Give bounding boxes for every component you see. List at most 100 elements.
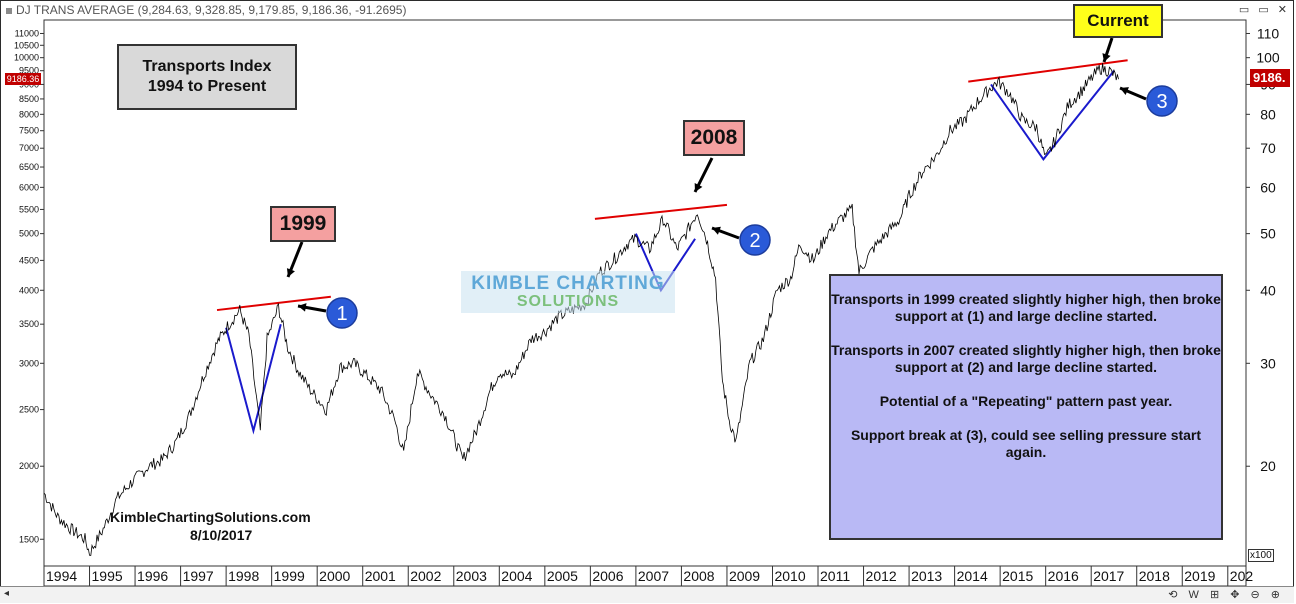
y2-tick-label: 30 bbox=[1260, 355, 1276, 371]
chart-title-box: Transports Index 1994 to Present bbox=[117, 44, 297, 110]
last-price-left-tag: 9186.36 bbox=[5, 73, 41, 85]
scale-multiplier: x100 bbox=[1248, 549, 1274, 562]
y-tick-label: 9500 bbox=[19, 66, 39, 76]
x-tick-label: 2018 bbox=[1139, 568, 1170, 584]
x-tick-label: 2017 bbox=[1093, 568, 1124, 584]
label-2008: 2008 bbox=[683, 120, 745, 156]
y-tick-label: 11000 bbox=[15, 28, 39, 38]
arrow-1999-head bbox=[286, 268, 295, 277]
y2-tick-label: 110 bbox=[1257, 25, 1280, 41]
label-current: Current bbox=[1073, 4, 1163, 38]
y-tick-label: 8000 bbox=[19, 109, 39, 119]
x-tick-label: 2009 bbox=[729, 568, 760, 584]
y-tick-label: 4500 bbox=[19, 255, 39, 265]
marker-circle bbox=[739, 224, 771, 256]
watermark-line1: KIMBLE CHARTING bbox=[471, 273, 665, 294]
y2-tick-label: 70 bbox=[1260, 140, 1276, 156]
x-tick-label: 2011 bbox=[820, 568, 850, 584]
x-tick-label: 1995 bbox=[92, 568, 123, 584]
y2-tick-label: 100 bbox=[1256, 50, 1280, 66]
watermark-line2: SOLUTIONS bbox=[516, 293, 620, 310]
marker-label: 1 bbox=[336, 303, 347, 325]
x-tick-label: 2004 bbox=[501, 568, 532, 584]
watermark-logo: KIMBLE CHARTING SOLUTIONS bbox=[461, 271, 675, 313]
x-tick-label: 2013 bbox=[911, 568, 942, 584]
window-controls[interactable]: ▭ ▭ ✕ bbox=[1238, 4, 1290, 16]
x-tick-label: 2005 bbox=[547, 568, 578, 584]
arrow-2008-head bbox=[694, 183, 703, 192]
title-line1: Transports Index bbox=[142, 58, 272, 75]
marker-label: 3 bbox=[1156, 91, 1167, 113]
support-v-line bbox=[225, 323, 282, 435]
y2-tick-label: 60 bbox=[1260, 179, 1276, 195]
series-color-icon bbox=[6, 7, 12, 14]
x-tick-label: 2001 bbox=[365, 568, 396, 584]
label-1999: 1999 bbox=[270, 206, 336, 242]
y-tick-label: 4000 bbox=[19, 285, 39, 295]
y2-tick-label: 20 bbox=[1260, 458, 1276, 474]
support-v-line bbox=[990, 70, 1115, 161]
title-line2: 1994 to Present bbox=[147, 78, 267, 95]
x-tick-label: 1999 bbox=[274, 568, 305, 584]
y-tick-label: 2500 bbox=[19, 405, 39, 415]
scroll-left-icon[interactable]: ◂ bbox=[4, 588, 10, 599]
x-tick-label: 2007 bbox=[638, 568, 669, 584]
x-tick-label: 1998 bbox=[228, 568, 259, 584]
y-tick-label: 1500 bbox=[19, 534, 39, 544]
marker-label: 2 bbox=[749, 230, 760, 252]
y-tick-label: 3000 bbox=[19, 358, 39, 368]
pattern-markers: 1 2 3 bbox=[326, 85, 1178, 329]
marker-arrow-head bbox=[712, 226, 721, 235]
y2-tick-label: 40 bbox=[1260, 282, 1276, 298]
x-tick-label: 1994 bbox=[46, 568, 77, 584]
resistance-line bbox=[968, 59, 1128, 83]
x-tick-label: 1997 bbox=[183, 568, 214, 584]
chart-date: 8/10/2017 bbox=[190, 527, 253, 543]
commentary-para: Transports in 1999 created slightly high… bbox=[831, 291, 1221, 324]
x-tick-label: 2014 bbox=[957, 568, 988, 584]
commentary-box: Transports in 1999 created slightly high… bbox=[829, 274, 1223, 540]
commentary-para: Support break at (3), could see selling … bbox=[850, 427, 1202, 460]
y-tick-label: 6000 bbox=[19, 182, 39, 192]
x-tick-label: 2019 bbox=[1184, 568, 1215, 584]
last-price-right-tag: 9186. bbox=[1250, 69, 1290, 87]
x-tick-label: 2015 bbox=[1002, 568, 1033, 584]
x-tick-label: 2000 bbox=[319, 568, 350, 584]
site-credit: KimbleChartingSolutions.com bbox=[110, 509, 311, 525]
resistance-line bbox=[594, 203, 728, 220]
y-tick-label: 10500 bbox=[14, 40, 39, 50]
x-tick-label: 202 bbox=[1230, 568, 1254, 584]
y2-tick-label: 50 bbox=[1260, 226, 1276, 242]
x-tick-label: 1996 bbox=[137, 568, 168, 584]
x-tick-label: 2016 bbox=[1048, 568, 1079, 584]
horizontal-scrollbar[interactable]: ◂ ⟲ W ⊞ ✥ ⊖ ⊕ bbox=[0, 586, 1294, 603]
x-tick-label: 2003 bbox=[456, 568, 487, 584]
y-tick-label: 6500 bbox=[19, 162, 39, 172]
y-tick-label: 8500 bbox=[19, 94, 39, 104]
y2-tick-label: 80 bbox=[1260, 106, 1276, 122]
commentary-para: Potential of a "Repeating" pattern past … bbox=[879, 393, 1173, 409]
x-tick-label: 2008 bbox=[683, 568, 714, 584]
y-tick-label: 7000 bbox=[19, 143, 39, 153]
x-tick-label: 2010 bbox=[774, 568, 805, 584]
y-tick-label: 2000 bbox=[19, 461, 39, 471]
chart-title: DJ TRANS AVERAGE (9,284.63, 9,328.85, 9,… bbox=[16, 3, 407, 17]
y-tick-label: 7500 bbox=[19, 126, 39, 136]
arrow-current-head bbox=[1102, 53, 1111, 62]
chart-toolbar[interactable]: ⟲ W ⊞ ✥ ⊖ ⊕ bbox=[1168, 589, 1284, 601]
marker-arrow-head bbox=[1120, 87, 1129, 96]
commentary-para: Transports in 2007 created slightly high… bbox=[831, 342, 1221, 375]
marker-circle bbox=[1146, 85, 1178, 117]
y-tick-label: 10000 bbox=[14, 53, 39, 63]
resistance-line bbox=[216, 295, 331, 312]
marker-arrow-head bbox=[298, 303, 307, 312]
x-tick-label: 2012 bbox=[866, 568, 897, 584]
y-tick-label: 5500 bbox=[19, 204, 39, 214]
y-tick-label: 5000 bbox=[19, 229, 39, 239]
x-tick-label: 2006 bbox=[592, 568, 623, 584]
y-tick-label: 3500 bbox=[19, 319, 39, 329]
marker-circle bbox=[326, 297, 358, 329]
chart-header: DJ TRANS AVERAGE (9,284.63, 9,328.85, 9,… bbox=[6, 3, 406, 17]
x-tick-label: 2002 bbox=[410, 568, 441, 584]
